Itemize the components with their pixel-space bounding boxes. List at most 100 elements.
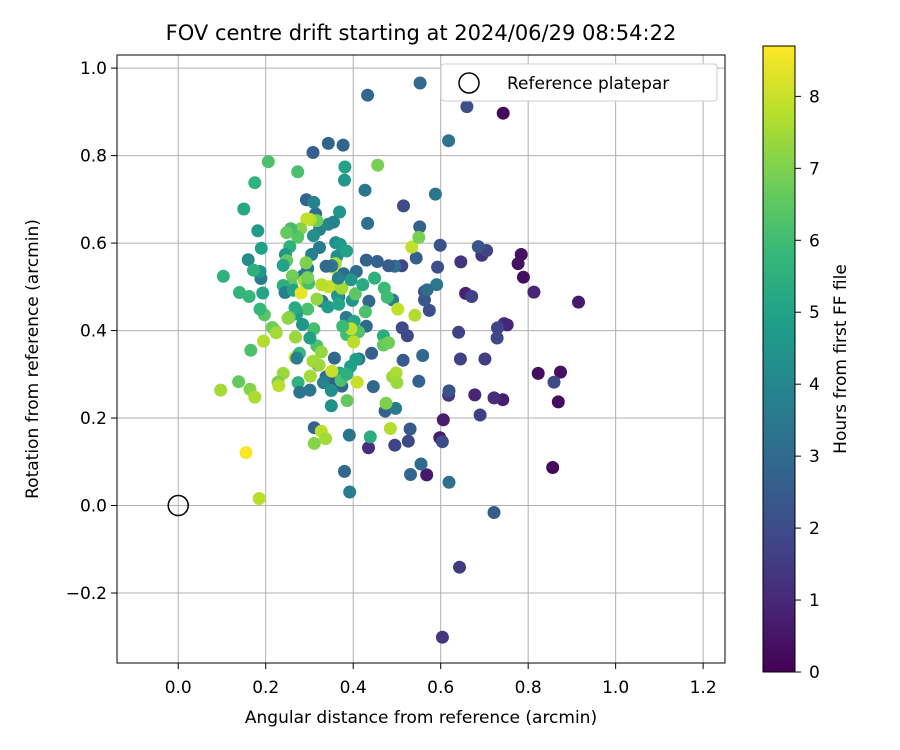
reference-marker [167, 494, 189, 517]
data-point-214 [254, 241, 268, 255]
data-point-65 [428, 187, 442, 201]
x-tick-label-5: 1.0 [602, 678, 629, 698]
data-point-219 [241, 253, 255, 267]
data-point-132 [389, 366, 403, 380]
data-point-20 [453, 560, 466, 574]
data-point-58 [442, 475, 456, 489]
data-point-71 [359, 253, 373, 267]
data-point-134 [391, 302, 405, 316]
data-point-94 [324, 399, 338, 413]
data-point-42 [395, 321, 409, 335]
data-point-66 [430, 278, 444, 292]
data-point-55 [404, 468, 417, 481]
colorbar-tick-label-1: 1 [809, 591, 820, 611]
data-point-158 [319, 432, 333, 446]
colorbar-tick-label-3: 3 [809, 447, 820, 467]
data-point-191 [301, 302, 315, 316]
data-point-31 [547, 375, 561, 389]
data-point-208 [257, 334, 270, 348]
data-point-113 [340, 244, 354, 258]
data-point-67 [420, 283, 434, 297]
y-tick-label-3: 0.4 [80, 322, 107, 342]
data-point-128 [382, 336, 396, 350]
data-point-93 [324, 384, 338, 397]
data-point-57 [414, 457, 428, 471]
data-point-210 [253, 302, 267, 316]
data-point-232 [291, 165, 305, 179]
data-point-125 [380, 290, 394, 304]
legend-box [440, 63, 718, 102]
data-point-163 [350, 375, 364, 389]
data-point-154 [293, 385, 307, 399]
data-point-29 [473, 408, 487, 422]
data-point-33 [460, 100, 474, 114]
colorbar-tick-label-4: 4 [809, 375, 820, 395]
data-point-135 [405, 240, 419, 254]
data-point-9 [527, 285, 541, 299]
data-point-36 [362, 441, 375, 455]
data-point-168 [331, 271, 345, 285]
data-point-5 [531, 366, 545, 380]
data-point-129 [379, 396, 393, 410]
data-point-227 [214, 383, 228, 397]
x-tick-label-6: 1.2 [690, 678, 717, 698]
data-point-164 [371, 158, 385, 172]
data-point-197 [303, 331, 317, 345]
colorbar-tick-label-0: 0 [809, 663, 820, 683]
data-point-48 [442, 384, 456, 398]
data-point-123 [358, 305, 372, 319]
data-point-12 [487, 391, 501, 405]
x-axis-label: Angular distance from reference (arcmin) [245, 708, 597, 728]
data-point-56 [416, 349, 430, 362]
data-point-176 [300, 212, 314, 226]
data-point-18 [436, 413, 450, 427]
data-point-39 [397, 199, 410, 213]
data-point-234 [299, 256, 313, 270]
data-point-62 [336, 138, 350, 152]
data-point-84 [338, 464, 351, 478]
data-point-53 [412, 374, 426, 388]
data-point-151 [312, 358, 326, 372]
data-point-1 [546, 461, 560, 474]
data-point-37 [388, 438, 402, 452]
data-point-166 [356, 278, 370, 292]
y-axis-ticks: −0.2 0.0 0.2 0.4 0.6 0.8 1.0 [66, 59, 117, 604]
data-point-137 [412, 230, 426, 244]
data-point-138 [363, 430, 377, 444]
data-point-106 [327, 215, 340, 229]
data-point-153 [291, 376, 305, 390]
data-point-195 [281, 311, 295, 325]
x-tick-label-0: 0.0 [165, 678, 192, 698]
y-tick-label-5: 0.8 [80, 147, 107, 167]
data-point-231 [276, 258, 290, 272]
colorbar-tick-label-2: 2 [809, 519, 820, 539]
data-point-30 [465, 290, 479, 303]
data-point-16 [420, 468, 434, 482]
data-point-0 [496, 106, 510, 120]
y-tick-label-1: 0.0 [80, 497, 107, 517]
data-point-198 [289, 330, 302, 344]
data-point-201 [290, 351, 304, 365]
data-point-91 [327, 351, 341, 365]
data-point-104 [307, 195, 321, 209]
data-point-2 [572, 295, 585, 309]
data-point-235 [301, 271, 315, 285]
data-point-217 [261, 155, 275, 169]
data-point-161 [347, 335, 361, 349]
data-point-78 [366, 380, 380, 394]
colorbar-ticks: 0 1 2 3 4 5 6 7 8 [795, 87, 820, 683]
data-point-61 [321, 136, 335, 150]
data-point-26 [452, 325, 466, 339]
data-point-157 [307, 436, 321, 450]
data-point-121 [340, 394, 354, 408]
data-point-173 [306, 229, 320, 243]
data-point-167 [344, 273, 358, 287]
data-point-92 [317, 376, 330, 390]
data-point-230 [252, 492, 266, 505]
x-tick-label-2: 0.4 [340, 678, 367, 698]
data-point-139 [348, 287, 362, 301]
data-point-77 [365, 346, 379, 360]
data-point-110 [338, 160, 352, 174]
data-point-204 [272, 379, 286, 393]
data-point-4 [554, 365, 567, 379]
